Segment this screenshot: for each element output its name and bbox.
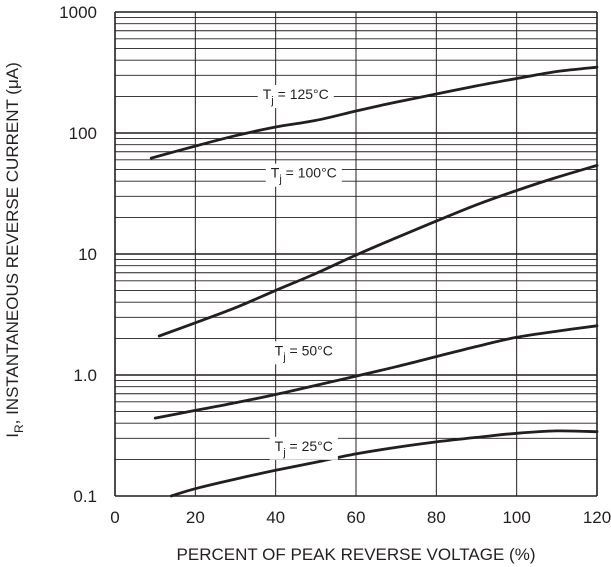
curve-label-0: Tj = 125°C [257, 85, 334, 109]
series-line-1 [157, 164, 599, 338]
x-tick-label: 120 [583, 508, 611, 527]
curve-label-1: Tj = 100°C [265, 163, 342, 187]
curve-label-3: Tj = 25°C [269, 436, 338, 460]
series-line-0 [149, 65, 599, 160]
curve-label-text: Tj = 125°C [263, 86, 329, 107]
y-tick-label: 100 [69, 124, 97, 143]
y-tick-label: 0.1 [73, 487, 97, 506]
grid-lines [114, 11, 598, 497]
curve-label-prefix: T [271, 165, 280, 181]
curve-label-prefix: T [263, 86, 272, 102]
curve-label-text: Tj = 100°C [271, 165, 337, 186]
y-tick-label: 10 [78, 245, 97, 264]
curve-label-2: Tj = 50°C [269, 341, 338, 365]
curve-label-sub: j [282, 351, 285, 363]
series-line-2 [153, 324, 599, 420]
y-axis-title-text: , INSTANTANEOUS REVERSE CURRENT (μA) [3, 62, 22, 424]
series-line-3 [169, 429, 599, 498]
x-tick-label: 0 [110, 508, 119, 527]
y-tick-label: 1.0 [73, 366, 97, 385]
curve-label-sub: j [270, 95, 273, 107]
y-axis-title: IR, INSTANTANEOUS REVERSE CURRENT (μA) [3, 62, 26, 438]
curve-label-bg [269, 436, 338, 460]
curve-label-sub: j [278, 174, 281, 186]
curve-label-suffix: = 100°C [282, 165, 337, 181]
x-tick-label: 100 [502, 508, 530, 527]
curve-label-sub: j [282, 447, 285, 459]
x-tick-label: 20 [186, 508, 205, 527]
curve-label-suffix: = 125°C [274, 86, 329, 102]
curve-label-bg [269, 341, 338, 365]
curve-label-text: Tj = 25°C [275, 438, 333, 459]
curve-label-suffix: = 25°C [286, 438, 333, 454]
y-axis-title-subscript: R [12, 424, 26, 433]
curve-label-bg [265, 163, 342, 187]
curve-label-prefix: T [275, 342, 284, 358]
curve-label-text: Tj = 50°C [275, 342, 333, 363]
tick-labels: 0 20 40 60 80 100 120 0.1 1.0 10 100 1000 [59, 3, 611, 527]
curve-label-prefix: T [275, 438, 284, 454]
x-axis-title: PERCENT OF PEAK REVERSE VOLTAGE (%) [177, 545, 536, 564]
x-tick-label: 60 [347, 508, 366, 527]
curve-labels: Tj = 125°CTj = 100°CTj = 50°CTj = 25°C [257, 85, 342, 460]
x-tick-label: 80 [427, 508, 446, 527]
x-tick-label: 40 [266, 508, 285, 527]
curve-label-suffix: = 50°C [286, 342, 333, 358]
y-axis-title-symbol: I [3, 433, 22, 438]
curve-label-bg [257, 85, 334, 109]
series-lines [149, 65, 599, 498]
y-tick-label: 1000 [59, 3, 97, 22]
